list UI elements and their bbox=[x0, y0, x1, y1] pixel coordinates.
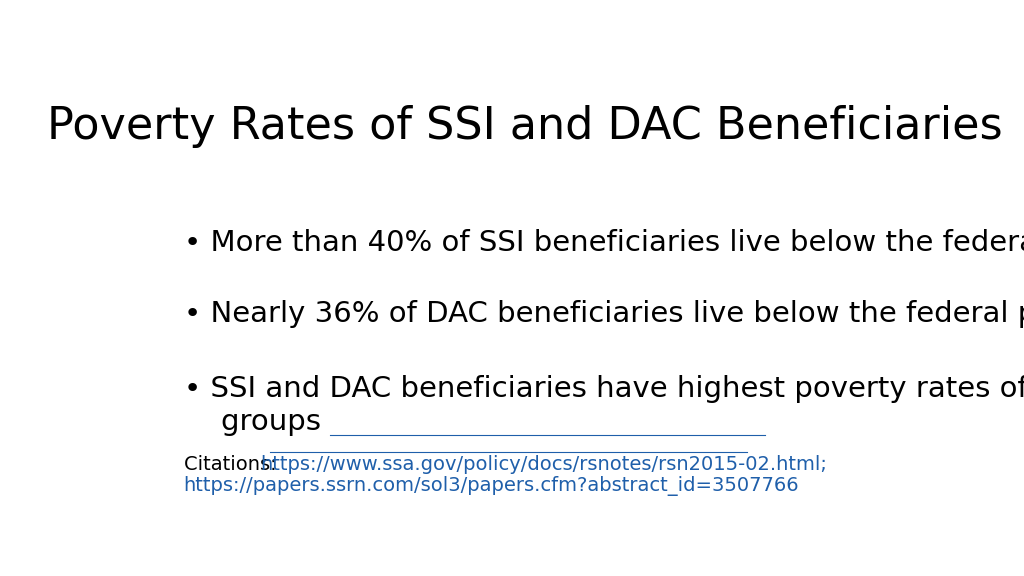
Text: • Nearly 36% of DAC beneficiaries live below the federal poverty level: • Nearly 36% of DAC beneficiaries live b… bbox=[183, 300, 1024, 328]
Text: • More than 40% of SSI beneficiaries live below the federal poverty level: • More than 40% of SSI beneficiaries liv… bbox=[183, 229, 1024, 257]
Text: https://www.ssa.gov/policy/docs/rsnotes/rsn2015-02.html;: https://www.ssa.gov/policy/docs/rsnotes/… bbox=[260, 455, 827, 474]
Text: Citations:: Citations: bbox=[183, 455, 283, 474]
Text: • SSI and DAC beneficiaries have highest poverty rates of all beneficiary
    gr: • SSI and DAC beneficiaries have highest… bbox=[183, 375, 1024, 435]
Text: Poverty Rates of SSI and DAC Beneficiaries: Poverty Rates of SSI and DAC Beneficiari… bbox=[47, 105, 1002, 147]
Text: https://papers.ssrn.com/sol3/papers.cfm?abstract_id=3507766: https://papers.ssrn.com/sol3/papers.cfm?… bbox=[183, 476, 799, 496]
